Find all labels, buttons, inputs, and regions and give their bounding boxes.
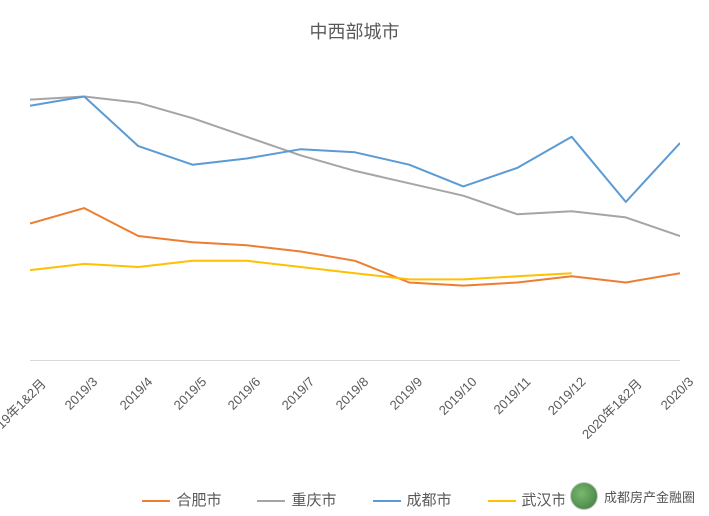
x-tick-label: 2019/9 [387,374,426,413]
x-tick-label: 2019/11 [491,374,534,417]
legend-label: 合肥市 [176,492,221,509]
x-tick-label: 2019/5 [170,374,209,413]
legend-swatch [257,500,285,502]
legend-item: 武汉市 [488,489,567,510]
legend-label: 重庆市 [291,492,336,509]
x-tick-label: 2019/12 [544,374,588,418]
x-tick-label: 2019/4 [116,374,155,413]
chart-container: 中西部城市 2019年1&2月 2019/3 2019/4 2019/5 2019/6 2… [0,0,709,516]
watermark-text: 成都房产金融圈 [604,487,695,506]
x-tick-label: 2020/3 [658,374,697,413]
series-line [30,97,680,202]
legend-label: 武汉市 [522,492,567,509]
legend-swatch [142,500,170,502]
legend-item: 成都市 [373,489,452,510]
plot-area [30,50,680,361]
chart-title: 中西部城市 [310,18,400,44]
x-tick-label: 2019/3 [62,374,101,413]
x-tick-label: 2019/7 [279,374,318,413]
watermark: 成都房产金融圈 [564,480,701,512]
legend-swatch [488,500,516,502]
line-series-svg [30,50,680,360]
x-tick-label: 2019/8 [333,374,372,413]
legend-item: 合肥市 [142,489,221,510]
series-line [30,261,572,280]
legend-label: 成都市 [407,492,452,509]
legend-swatch [373,500,401,502]
legend-item: 重庆市 [257,489,336,510]
x-tick-label: 2019/10 [436,374,480,418]
x-tick-label: 2019年1&2月 [0,374,49,443]
wechat-avatar-icon [570,482,598,510]
x-tick-label: 2019/6 [225,374,264,413]
series-line [30,97,680,237]
x-axis: 2019年1&2月2019/32019/42019/52019/62019/72… [30,368,680,458]
